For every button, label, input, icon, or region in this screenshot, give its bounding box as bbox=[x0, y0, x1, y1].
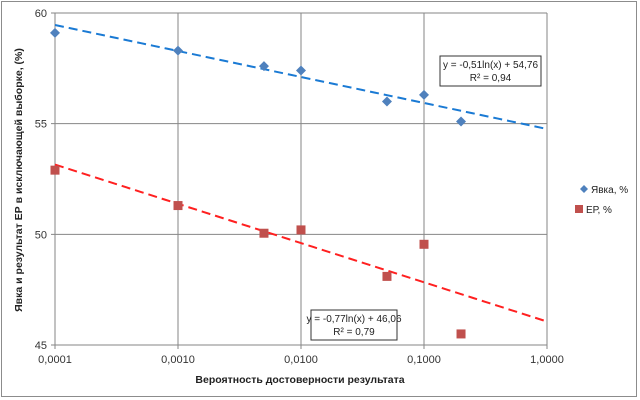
legend: Явка, % ЕР, % bbox=[575, 185, 628, 216]
data-point-yavka bbox=[419, 89, 429, 100]
legend-marker-diamond bbox=[580, 185, 588, 193]
data-point-er bbox=[296, 225, 306, 235]
trendlines bbox=[54, 24, 548, 323]
data-point-er bbox=[382, 271, 392, 281]
data-point-er bbox=[419, 239, 429, 249]
data-point-er bbox=[50, 165, 60, 175]
equation-box bbox=[439, 55, 542, 87]
y-tick-label: 60 bbox=[35, 8, 47, 20]
trendline-equation: y = -0,77ln(x) + 46,06 bbox=[306, 314, 401, 325]
data-points bbox=[50, 27, 467, 339]
tick-labels: 45 50 55 60 0,0001 0,0010 0,0100 0,1000 1,0000 bbox=[35, 8, 564, 366]
x-axis-label: Вероятность достоверности результата bbox=[195, 374, 404, 386]
data-point-er bbox=[173, 201, 183, 211]
data-point-yavka bbox=[173, 45, 183, 56]
data-point-yavka bbox=[456, 116, 467, 127]
y-tick-label: 55 bbox=[35, 119, 47, 131]
x-tick-label: 0,0100 bbox=[284, 354, 318, 366]
trendline-1 bbox=[54, 163, 548, 323]
data-point-er bbox=[456, 329, 466, 339]
equation-box bbox=[310, 309, 398, 341]
data-point-yavka bbox=[50, 27, 60, 38]
legend-label-yavka: Явка, % bbox=[591, 185, 628, 196]
x-tick-label: 0,1000 bbox=[407, 354, 441, 366]
trendline-r2: R² = 0,94 bbox=[470, 73, 512, 84]
y-tick-label: 45 bbox=[35, 340, 47, 352]
x-tick-label: 0,0001 bbox=[38, 354, 72, 366]
data-point-er bbox=[259, 228, 269, 238]
data-point-yavka bbox=[381, 96, 392, 107]
trendline-equation: y = -0,51ln(x) + 54,76 bbox=[443, 60, 538, 71]
grid bbox=[51, 12, 548, 349]
y-axis-label: Явка и результат ЕР в исключающей выборк… bbox=[13, 48, 25, 312]
legend-marker-square bbox=[575, 205, 583, 213]
x-tick-label: 1,0000 bbox=[530, 354, 564, 366]
trendline-equations: y = -0,51ln(x) + 54,76 R² = 0,94 y = -0,77… bbox=[306, 55, 542, 341]
data-point-yavka bbox=[258, 61, 269, 72]
x-tick-label: 0,0010 bbox=[161, 354, 195, 366]
trendline-r2: R² = 0,79 bbox=[333, 327, 375, 338]
y-tick-label: 50 bbox=[35, 229, 47, 241]
data-point-yavka bbox=[296, 65, 306, 76]
legend-label-er: ЕР, % bbox=[586, 205, 612, 216]
